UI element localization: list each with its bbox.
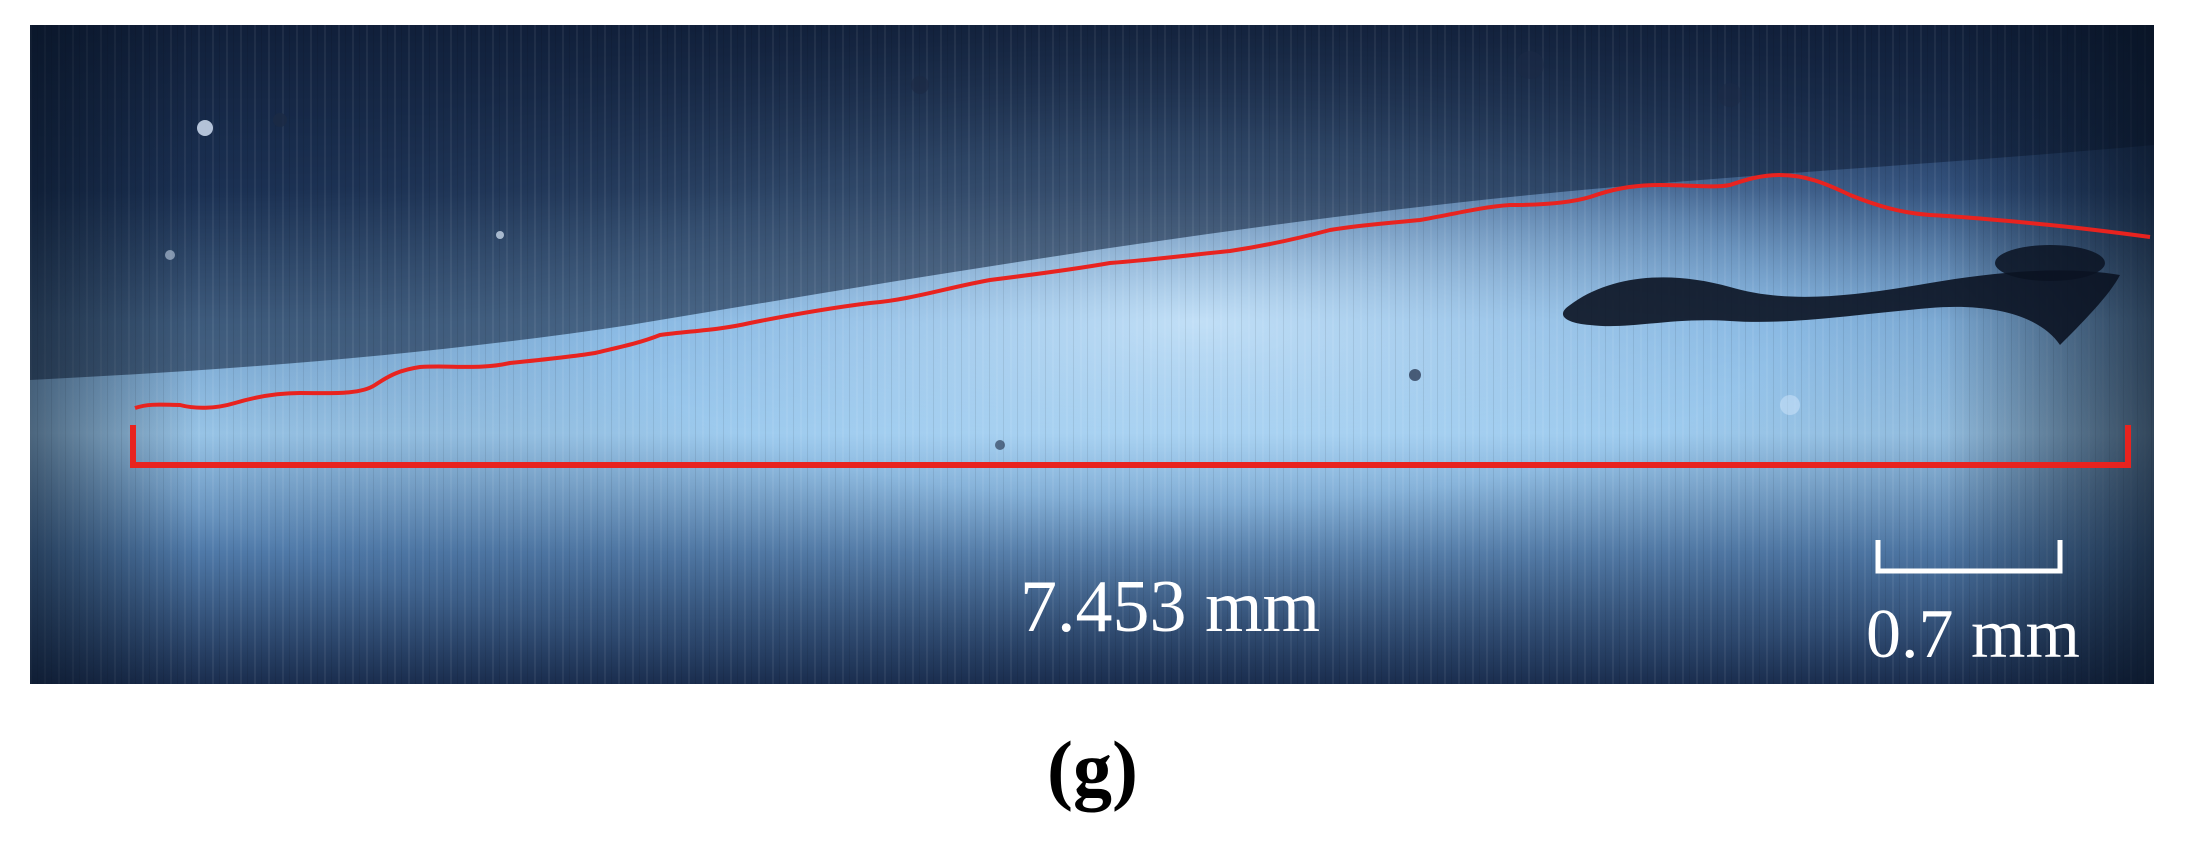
dark-smear — [1562, 270, 2120, 345]
measurement-label: 7.453 mm — [1020, 566, 1321, 648]
wear-profile-trace — [134, 172, 2151, 410]
scale-bar-label: 0.7 mm — [1866, 596, 2080, 673]
panel-label: (g) — [1047, 725, 1138, 812]
micrograph-image: 7.453 mm 0.7 mm — [30, 25, 2154, 684]
micrograph-canvas — [30, 25, 2154, 684]
measurement-bracket — [130, 425, 2131, 468]
scale-bar — [1875, 540, 2063, 574]
